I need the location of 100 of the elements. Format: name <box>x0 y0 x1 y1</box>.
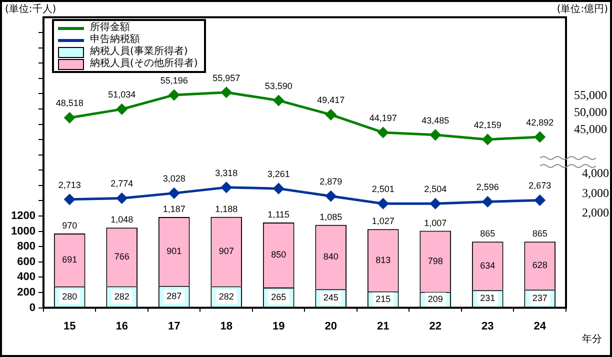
x-tick-label: 18 <box>220 320 232 332</box>
data-label: 766 <box>114 251 130 262</box>
data-label: 2,879 <box>320 176 342 187</box>
point <box>534 132 546 142</box>
data-label: 2,504 <box>424 184 447 194</box>
data-label: 55,957 <box>212 72 240 83</box>
point <box>116 104 128 114</box>
y3-tick-label: 45,000 <box>574 122 607 136</box>
total-label: 970 <box>62 220 78 231</box>
total-label: 865 <box>480 228 496 239</box>
total-label: 1,187 <box>162 204 186 214</box>
y-tick-label: 0 <box>29 302 36 314</box>
total-label: 1,085 <box>320 212 342 222</box>
x-tick-label: 15 <box>63 320 76 332</box>
y2-tick-label: 3,000 <box>582 186 609 200</box>
data-label: 231 <box>480 293 496 304</box>
y2-tick-label: 2,000 <box>582 206 609 220</box>
total-label: 865 <box>532 228 548 239</box>
data-label: 44,197 <box>369 112 397 123</box>
data-label: 282 <box>114 291 130 302</box>
data-label: 280 <box>62 291 78 302</box>
point <box>326 190 336 202</box>
data-label: 215 <box>376 294 391 304</box>
point <box>64 112 75 124</box>
data-label: 798 <box>428 256 443 266</box>
point <box>168 188 180 198</box>
data-label: 42,892 <box>526 117 554 128</box>
point <box>64 194 75 205</box>
legend-label: 申告納税額 <box>90 34 140 46</box>
data-label: 3,028 <box>162 174 186 184</box>
x-tick-label: 19 <box>272 320 285 332</box>
data-label: 245 <box>323 292 338 303</box>
data-label: 2,501 <box>372 184 394 194</box>
point <box>482 196 493 208</box>
total-label: 1,115 <box>268 210 290 220</box>
data-label: 901 <box>166 246 182 256</box>
point <box>326 109 336 120</box>
total-label: 1,007 <box>424 218 447 228</box>
total-label: 1,027 <box>372 216 394 226</box>
x-axis-title: 年分 <box>582 333 602 346</box>
data-label: 2,596 <box>476 182 499 192</box>
data-label: 3,261 <box>267 169 290 180</box>
y2-tick-label: 4,000 <box>582 166 609 180</box>
point <box>430 130 441 140</box>
point <box>430 198 441 209</box>
data-label: 850 <box>271 250 286 260</box>
point <box>273 183 284 194</box>
y3-tick-label: 55,000 <box>574 88 607 102</box>
legend-label: 納税人員(事業所得者) <box>90 46 188 58</box>
data-label: 237 <box>532 292 548 303</box>
y-tick-label: 200 <box>17 286 36 299</box>
y-tick-label: 1200 <box>10 210 36 222</box>
data-label: 907 <box>218 246 234 256</box>
data-label: 282 <box>218 291 234 302</box>
data-label: 634 <box>480 260 496 270</box>
y-tick-label: 400 <box>17 271 36 284</box>
point <box>482 134 493 145</box>
data-label: 840 <box>323 251 338 262</box>
data-label: 42,159 <box>474 120 502 130</box>
point <box>168 90 180 100</box>
data-label: 2,713 <box>58 180 81 190</box>
data-label: 3,318 <box>215 168 238 178</box>
y-axis-title: (単位:千人) <box>5 4 56 16</box>
legend-label: 所得金額 <box>90 22 130 34</box>
data-label: 43,485 <box>422 115 450 126</box>
data-label: 628 <box>532 260 548 270</box>
y-tick-label: 1000 <box>10 225 36 238</box>
x-tick-label: 22 <box>429 320 442 332</box>
data-label: 2,774 <box>110 178 134 189</box>
data-label: 51,034 <box>108 90 136 100</box>
point <box>378 198 388 209</box>
y-tick-label: 600 <box>17 256 36 268</box>
data-label: 265 <box>271 292 286 302</box>
data-label: 2,673 <box>528 180 552 191</box>
data-label: 813 <box>376 254 391 265</box>
data-label: 287 <box>166 291 182 302</box>
x-tick-label: 20 <box>324 320 337 332</box>
data-label: 209 <box>428 294 443 304</box>
x-tick-label: 21 <box>376 320 390 332</box>
point <box>273 95 284 106</box>
y3-tick-label: 50,000 <box>574 104 607 119</box>
point <box>221 87 232 98</box>
point <box>534 194 546 206</box>
x-tick-label: 24 <box>534 320 547 332</box>
y2-axis-title: (単位:億円) <box>556 4 608 16</box>
data-label: 49,417 <box>317 95 345 106</box>
data-label: 55,196 <box>160 75 188 86</box>
x-tick-label: 16 <box>116 320 128 332</box>
data-label: 691 <box>62 254 78 264</box>
total-label: 1,188 <box>215 204 238 214</box>
total-label: 1,048 <box>110 214 134 225</box>
legend-label: 納税人員(その他所得者) <box>90 58 198 70</box>
point <box>116 192 128 204</box>
point <box>378 127 388 138</box>
x-tick-label: 17 <box>168 320 180 332</box>
data-label: 48,518 <box>56 98 84 108</box>
data-label: 53,590 <box>264 80 292 91</box>
y-tick-label: 800 <box>17 240 36 253</box>
x-tick-label: 23 <box>481 320 494 332</box>
point <box>221 182 232 193</box>
